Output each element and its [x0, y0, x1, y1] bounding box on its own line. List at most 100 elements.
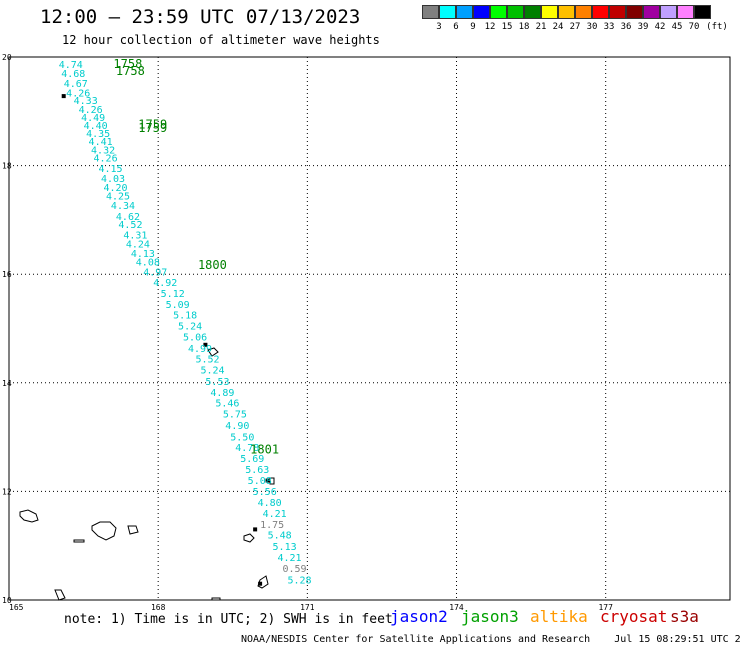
swh-label: 4.24 [126, 240, 150, 251]
legend-tick-label: 21 [535, 22, 547, 32]
satellite-name: jason2 [390, 607, 448, 626]
legend-swatch [677, 5, 694, 19]
legend-tick-labels: 3 6 9 12 15 18 21 24 27 30 33 36 39 42 45 70 (ft) [422, 22, 740, 34]
swh-label: 4.78 [235, 443, 259, 454]
swh-label: 4.68 [61, 69, 85, 80]
satellite-name: altika [530, 607, 588, 626]
coastline-island [211, 597, 221, 601]
legend-swatch [609, 5, 626, 19]
swh-label: 4.25 [106, 191, 130, 202]
swh-label: 5.75 [223, 410, 247, 421]
legend-swatch [643, 5, 660, 19]
coastline-island [207, 347, 219, 357]
axis-labels: 165 168 171 174 177 10 12 14 16 18 20 [2, 53, 613, 612]
legend-swatch [541, 5, 558, 19]
island-marker [61, 94, 66, 99]
legend-tick-label: 39 [637, 22, 649, 32]
pass-time-label: 1800 [198, 258, 227, 272]
swh-label: 4.33 [74, 96, 98, 107]
swh-label: 4.34 [111, 201, 135, 212]
legend-swatch [575, 5, 592, 19]
legend-swatch [507, 5, 524, 19]
swh-label: 5.08 [248, 476, 272, 487]
legend-tick-label: 15 [501, 22, 513, 32]
swh-label: 4.08 [136, 258, 160, 269]
swh-label: 4.74 [59, 60, 83, 71]
swh-label: 5.48 [268, 531, 292, 542]
pass-time-label: 1801 [250, 442, 279, 456]
legend-tick-label: 9 [470, 22, 476, 32]
swh-label: 4.97 [143, 267, 167, 278]
pass-time-label: 1759 [138, 118, 167, 132]
coastline-island [91, 521, 117, 541]
swh-label: 4.21 [263, 509, 287, 520]
swh-label: 5.18 [173, 311, 197, 322]
longitude-label: 174 [449, 603, 464, 612]
credit-line: NOAA/NESDIS Center for Satellite Applica… [241, 634, 740, 645]
longitude-label: 177 [598, 603, 613, 612]
legend-swatch [490, 5, 507, 19]
legend-swatch [558, 5, 575, 19]
legend-swatch [660, 5, 677, 19]
swh-label: 5.28 [287, 576, 311, 587]
legend-tick-label: 6 [453, 22, 459, 32]
coastline-island [19, 509, 39, 523]
swh-label: 4.40 [84, 121, 108, 132]
legend-tick-label: 36 [620, 22, 632, 32]
satellite-name: jason3 [461, 607, 519, 626]
swh-label: 4.20 [103, 183, 127, 194]
swh-label: 4.15 [99, 164, 123, 175]
footer-note: note: 1) Time is in UTC; 2) SWH is in fe… [64, 612, 393, 627]
legend-tick-label: 70 [688, 22, 700, 32]
legend-tick-label: 45 [671, 22, 683, 32]
swh-labels: 4.744.684.674.264.334.264.494.404.354.41… [59, 60, 312, 587]
swh-label: 4.31 [123, 230, 147, 241]
color-legend: 3 6 9 12 15 18 21 24 27 30 33 36 39 42 45 70 (ft) [422, 5, 728, 32]
swh-label: 5.24 [200, 366, 224, 377]
satellite-name: cryosat [600, 607, 668, 626]
island-markers [61, 94, 270, 586]
latitude-label: 18 [2, 162, 12, 171]
swh-label: 4.35 [86, 129, 110, 140]
swh-label: 4.49 [81, 113, 105, 124]
legend-tick-label: 3 [436, 22, 442, 32]
swh-label: 5.63 [245, 465, 269, 476]
swh-label: 4.26 [94, 153, 118, 164]
swh-label: 4.80 [258, 498, 282, 509]
swh-label: 5.69 [240, 454, 264, 465]
longitude-label: 171 [300, 603, 315, 612]
swh-label: 4.67 [64, 79, 88, 90]
swh-label: 4.90 [225, 421, 249, 432]
swh-label: 5.52 [195, 355, 219, 366]
swh-label: 4.62 [116, 212, 140, 223]
legend-swatch [592, 5, 609, 19]
swh-label: 5.09 [166, 300, 190, 311]
map-subtitle: 12 hour collection of altimeter wave hei… [62, 33, 380, 47]
grid-lines [9, 57, 730, 600]
island-marker [265, 478, 270, 483]
swh-label: 5.46 [215, 399, 239, 410]
coastline-island [54, 589, 66, 601]
coastline-island [73, 539, 85, 543]
latitude-label: 20 [2, 53, 12, 62]
swh-label: 4.89 [210, 388, 234, 399]
swh-label: 5.50 [230, 432, 254, 443]
legend-tick-label: 18 [518, 22, 530, 32]
map-title: 12:00 — 23:59 UTC 07/13/2023 [40, 6, 361, 28]
legend-tick-label: 24 [552, 22, 564, 32]
longitude-label: 168 [151, 603, 166, 612]
legend-tick-label: 30 [586, 22, 598, 32]
legend-tick-label: (ft) [706, 22, 728, 32]
legend-swatch [524, 5, 541, 19]
legend-swatch [422, 5, 439, 19]
swh-label: 0.59 [282, 564, 306, 575]
coastlines [19, 347, 275, 601]
legend-tick-label: 27 [569, 22, 581, 32]
island-marker [203, 342, 208, 347]
swh-label: 4.52 [118, 220, 142, 231]
pass-time-label: 1758 [116, 64, 145, 78]
map-frame [8, 56, 731, 601]
swh-label: 4.13 [131, 249, 155, 260]
legend-tick-label: 42 [654, 22, 666, 32]
